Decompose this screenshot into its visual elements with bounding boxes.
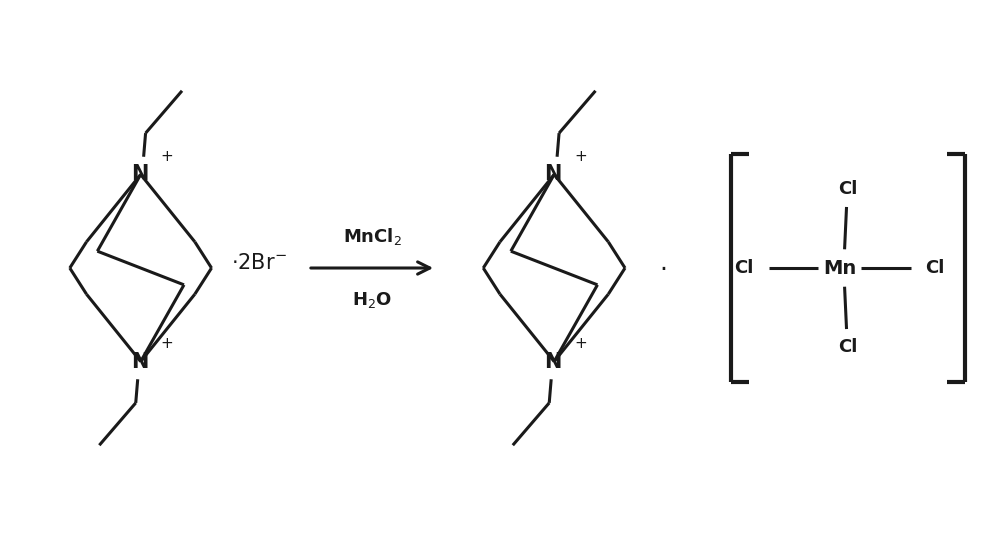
Text: Cl: Cl xyxy=(734,259,754,277)
Text: N: N xyxy=(131,164,148,185)
Text: Mn: Mn xyxy=(823,258,856,278)
Text: MnCl$_2$: MnCl$_2$ xyxy=(343,226,402,247)
Text: N: N xyxy=(131,352,148,372)
Text: $\cdot$2Br$^{-}$: $\cdot$2Br$^{-}$ xyxy=(231,253,287,273)
Text: Cl: Cl xyxy=(838,338,857,356)
Text: $\cdot$: $\cdot$ xyxy=(659,256,666,280)
Text: +: + xyxy=(574,336,587,351)
Text: Cl: Cl xyxy=(925,259,945,277)
Text: +: + xyxy=(161,336,174,351)
Text: +: + xyxy=(161,149,174,164)
Text: N: N xyxy=(544,164,562,185)
Text: Cl: Cl xyxy=(838,180,857,198)
Text: N: N xyxy=(544,352,562,372)
Text: +: + xyxy=(574,149,587,164)
Text: H$_2$O: H$_2$O xyxy=(352,289,392,309)
